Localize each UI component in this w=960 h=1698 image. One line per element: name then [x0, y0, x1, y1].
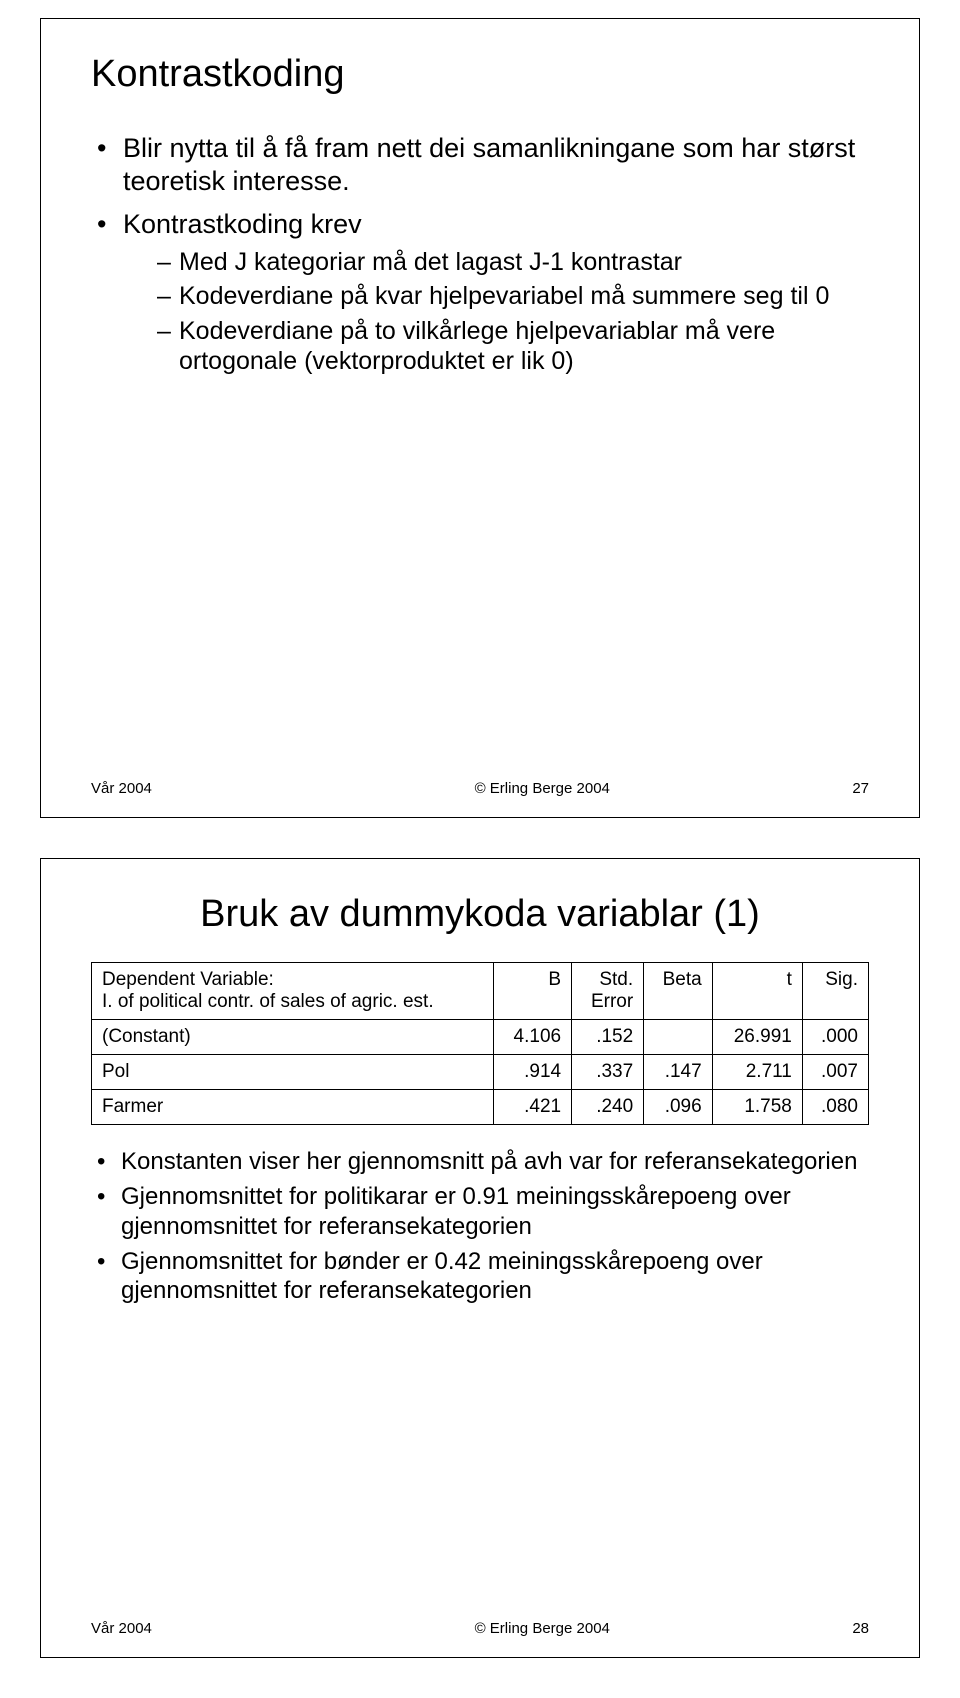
cell-t: 26.991	[712, 1020, 802, 1055]
cell-sig: .000	[802, 1020, 868, 1055]
bullet-item: Gjennomsnittet for bønder er 0.42 meinin…	[97, 1247, 869, 1306]
bullet-list: Blir nytta til å få fram nett dei samanl…	[97, 132, 869, 377]
slide-1: Kontrastkoding Blir nytta til å få fram …	[40, 18, 920, 818]
footer-left: Vår 2004	[91, 780, 309, 797]
cell-label: Pol	[92, 1055, 494, 1090]
col-header-line2: I. of political contr. of sales of agric…	[102, 991, 434, 1012]
col-header-t: t	[712, 963, 802, 1020]
cell-label: (Constant)	[92, 1020, 494, 1055]
slide-title: Bruk av dummykoda variablar (1)	[91, 893, 869, 936]
col-header-b: B	[493, 963, 571, 1020]
slide-footer: Vår 2004 © Erling Berge 2004 28	[91, 1620, 869, 1637]
cell-b: 4.106	[493, 1020, 571, 1055]
bullet-text: Blir nytta til å få fram nett dei samanl…	[123, 133, 855, 196]
cell-se: .240	[572, 1090, 644, 1125]
cell-sig: .007	[802, 1055, 868, 1090]
sub-list: Med J kategoriar må det lagast J-1 kontr…	[157, 247, 869, 377]
table-row: (Constant) 4.106 .152 26.991 .000	[92, 1020, 869, 1055]
footer-page: 28	[776, 1620, 869, 1637]
footer-mid: © Erling Berge 2004	[309, 1620, 776, 1637]
footer-left: Vår 2004	[91, 1620, 309, 1637]
cell-beta	[644, 1020, 713, 1055]
cell-b: .421	[493, 1090, 571, 1125]
sub-item: Kodeverdiane på to vilkårlege hjelpevari…	[157, 316, 869, 377]
slide-title: Kontrastkoding	[91, 53, 869, 96]
col-header-line1: Dependent Variable:	[102, 969, 274, 990]
table-row: Farmer .421 .240 .096 1.758 .080	[92, 1090, 869, 1125]
footer-mid: © Erling Berge 2004	[309, 780, 776, 797]
sub-item: Kodeverdiane på kvar hjelpevariabel må s…	[157, 281, 869, 312]
cell-se: .152	[572, 1020, 644, 1055]
sub-item: Med J kategoriar må det lagast J-1 kontr…	[157, 247, 869, 278]
table-row: Pol .914 .337 .147 2.711 .007	[92, 1055, 869, 1090]
col-header-beta: Beta	[644, 963, 713, 1020]
bullet-item: Blir nytta til å få fram nett dei samanl…	[97, 132, 869, 198]
cell-t: 2.711	[712, 1055, 802, 1090]
slide-2: Bruk av dummykoda variablar (1) Dependen…	[40, 858, 920, 1658]
bullet-item: Gjennomsnittet for politikarar er 0.91 m…	[97, 1182, 869, 1241]
cell-beta: .096	[644, 1090, 713, 1125]
bullet-item: Konstanten viser her gjennomsnitt på avh…	[97, 1147, 869, 1176]
col-header-sig: Sig.	[802, 963, 868, 1020]
slide-footer: Vår 2004 © Erling Berge 2004 27	[91, 780, 869, 797]
footer-page: 27	[776, 780, 869, 797]
cell-se: .337	[572, 1055, 644, 1090]
cell-t: 1.758	[712, 1090, 802, 1125]
bullet-item: Kontrastkoding krev Med J kategoriar må …	[97, 208, 869, 377]
regression-table: Dependent Variable: I. of political cont…	[91, 962, 869, 1125]
cell-sig: .080	[802, 1090, 868, 1125]
cell-beta: .147	[644, 1055, 713, 1090]
cell-b: .914	[493, 1055, 571, 1090]
bullet-list: Konstanten viser her gjennomsnitt på avh…	[97, 1147, 869, 1305]
bullet-text: Kontrastkoding krev	[123, 209, 362, 239]
cell-label: Farmer	[92, 1090, 494, 1125]
col-header-se: Std.Error	[572, 963, 644, 1020]
col-header-depvar: Dependent Variable: I. of political cont…	[92, 963, 494, 1020]
table-header-row: Dependent Variable: I. of political cont…	[92, 963, 869, 1020]
